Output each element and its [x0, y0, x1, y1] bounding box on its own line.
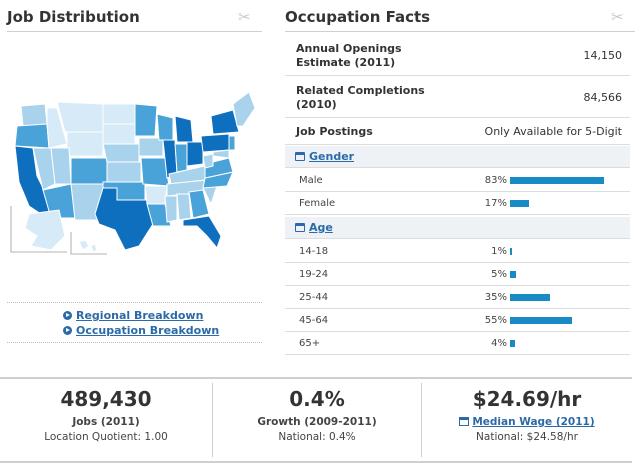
- percent-bar: [510, 340, 515, 347]
- map-state-ks: [106, 161, 142, 183]
- map-state-pa: [200, 133, 230, 153]
- divider: [285, 31, 635, 32]
- window-icon: [295, 223, 305, 232]
- window-icon: [295, 152, 305, 161]
- map-state-tx: [94, 187, 154, 251]
- age-section-header[interactable]: Age: [285, 217, 630, 239]
- fact-value: 14,150: [583, 49, 623, 62]
- window-icon: [459, 417, 470, 426]
- occupation-breakdown-link[interactable]: Occupation Breakdown: [63, 324, 219, 337]
- map-state-nj: [228, 135, 236, 151]
- map-state-nd: [102, 103, 136, 125]
- percent-bar: [510, 200, 529, 207]
- map-state-wv: [202, 153, 214, 169]
- job-distribution-title: Job Distribution: [7, 8, 140, 26]
- map-state-hi: [78, 239, 98, 253]
- fact-value: 84,566: [583, 91, 623, 104]
- age-row-65-plus: 65+ 4%: [285, 332, 630, 355]
- arrow-right-icon: [63, 311, 72, 320]
- arrow-right-icon: [63, 326, 72, 335]
- stat-value: 0.4%: [289, 387, 345, 411]
- stat-jobs: 489,430 Jobs (2011) Location Quotient: 1…: [0, 379, 212, 461]
- map-state-oh: [186, 141, 204, 167]
- map-state-ia: [138, 137, 164, 157]
- map-state-ms: [164, 195, 178, 223]
- stat-caption: Growth (2009-2011): [257, 416, 377, 428]
- dotted-divider: [7, 342, 262, 343]
- map-state-ar: [144, 185, 168, 205]
- divider: [7, 31, 262, 32]
- stat-growth: 0.4% Growth (2009-2011) National: 0.4%: [213, 379, 421, 461]
- map-state-ut: [50, 147, 72, 185]
- stat-value: 489,430: [60, 387, 152, 411]
- regional-breakdown-link[interactable]: Regional Breakdown: [63, 309, 203, 322]
- fact-value: Only Available for 5-Digit: [484, 125, 622, 138]
- map-state-md: [212, 149, 230, 159]
- map-state-wa: [20, 103, 48, 127]
- median-wage-link[interactable]: Median Wage (2011): [422, 416, 632, 428]
- divider: [212, 383, 213, 457]
- stat-median-wage: $24.69/hr Median Wage (2011) National: $…: [422, 379, 632, 461]
- gender-row-male: Male 83%: [285, 169, 630, 192]
- percent-bar: [510, 248, 512, 255]
- map-state-fl: [182, 215, 222, 250]
- map-state-or: [14, 123, 50, 149]
- map-state-wi: [156, 113, 174, 141]
- map-state-al: [176, 193, 192, 221]
- map-state-in: [174, 143, 188, 173]
- percent-bar: [510, 271, 516, 278]
- map-state-id: [46, 107, 68, 149]
- fact-annual-openings: Annual Openings Estimate (2011) 14,150: [285, 32, 630, 76]
- map-state-ga: [188, 189, 210, 219]
- map-state-co: [70, 157, 108, 185]
- map-state-ak: [24, 209, 66, 251]
- age-row-14-18: 14-18 1%: [285, 240, 630, 263]
- map-state-mi: [174, 115, 194, 143]
- map-state-mo: [140, 157, 170, 187]
- map-state-wy: [66, 131, 104, 157]
- map-state-mn: [134, 103, 158, 137]
- age-row-45-64: 45-64 55%: [285, 309, 630, 332]
- percent-bar: [510, 294, 550, 301]
- summary-stats: 489,430 Jobs (2011) Location Quotient: 1…: [0, 377, 632, 463]
- stat-value: $24.69/hr: [472, 387, 582, 411]
- map-state-sd: [102, 123, 136, 145]
- dotted-divider: [7, 302, 262, 303]
- gender-link[interactable]: Gender: [309, 150, 355, 163]
- percent-bar: [510, 177, 604, 184]
- age-row-19-24: 19-24 5%: [285, 263, 630, 286]
- map-state-ne: [102, 143, 140, 163]
- age-row-25-44: 25-44 35%: [285, 286, 630, 309]
- us-map[interactable]: [7, 86, 259, 256]
- scissors-icon[interactable]: ✂: [238, 8, 251, 26]
- scissors-icon[interactable]: ✂: [611, 8, 624, 26]
- fact-job-postings: Job Postings Only Available for 5-Digit: [285, 118, 630, 145]
- divider: [421, 383, 422, 457]
- percent-bar: [510, 317, 572, 324]
- job-distribution-panel: Job Distribution ✂: [0, 0, 262, 372]
- stat-sub: National: $24.58/hr: [476, 431, 578, 443]
- fact-related-completions: Related Completions (2010) 84,566: [285, 76, 630, 118]
- stat-caption: Jobs (2011): [72, 416, 140, 428]
- map-state-ny: [210, 109, 240, 135]
- stat-sub: National: 0.4%: [278, 431, 356, 443]
- gender-section-header[interactable]: Gender: [285, 146, 630, 168]
- map-state-new-england: [232, 91, 256, 127]
- stat-sub: Location Quotient: 1.00: [44, 431, 168, 443]
- age-link[interactable]: Age: [309, 221, 333, 234]
- gender-row-female: Female 17%: [285, 192, 630, 215]
- occupation-facts-title: Occupation Facts: [285, 8, 431, 26]
- occupation-facts-panel: Occupation Facts ✂ Annual Openings Estim…: [285, 0, 635, 372]
- map-state-la: [146, 203, 172, 227]
- map-state-mt: [56, 101, 104, 133]
